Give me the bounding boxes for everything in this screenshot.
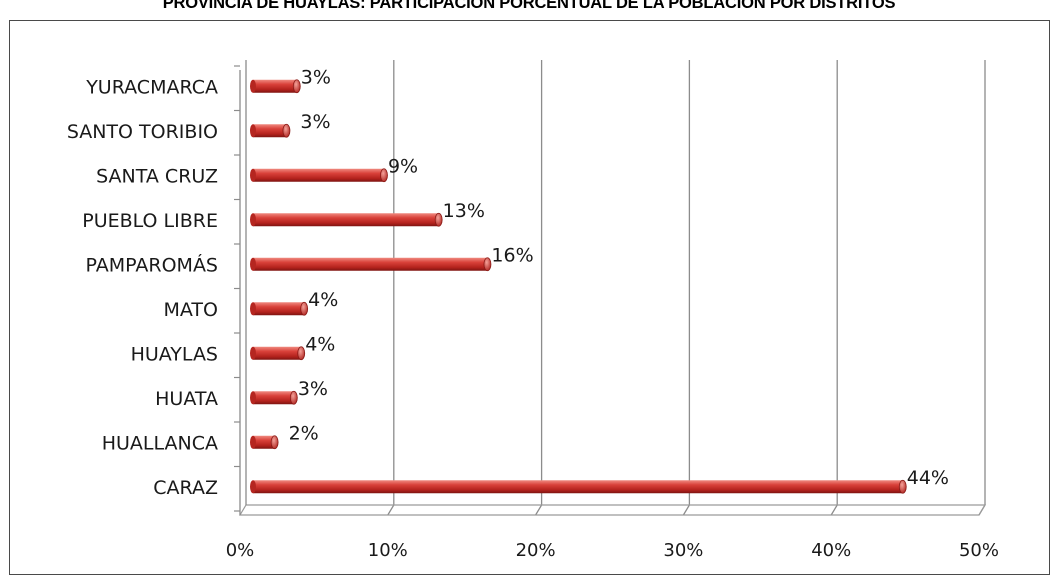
category-label-mato: MATO	[164, 299, 218, 321]
data-label-huaylas: 4%	[305, 333, 335, 355]
bar-body	[253, 480, 903, 493]
bar-body	[253, 124, 286, 137]
data-label-caraz: 44%	[907, 467, 949, 489]
bar-start-cap	[250, 169, 256, 182]
bar-body	[253, 302, 304, 315]
bar-start-cap	[250, 480, 256, 493]
category-label-santo-toribio: SANTO TORIBIO	[67, 121, 218, 143]
grid-layer	[388, 60, 985, 515]
bar-end-cap	[290, 391, 297, 404]
x-tick-label: 20%	[516, 540, 556, 561]
category-label-caraz: CARAZ	[153, 477, 218, 499]
category-label-huaylas: HUAYLAS	[131, 343, 218, 365]
bar-start-cap	[250, 391, 256, 404]
bar-start-cap	[250, 213, 256, 226]
bar-end-cap	[298, 347, 305, 360]
x-tick-label: 50%	[959, 540, 999, 561]
bar-start-cap	[250, 258, 256, 271]
bar-santo-toribio	[250, 124, 290, 137]
bar-end-cap	[435, 213, 442, 226]
data-label-yuracmarca: 3%	[301, 66, 331, 88]
bar-start-cap	[250, 80, 256, 93]
data-label-pueblo-libre: 13%	[443, 200, 485, 222]
bar-end-cap	[293, 80, 300, 93]
data-label-pamparomas: 16%	[491, 244, 533, 266]
category-label-pamparomas: PAMPAROMÁS	[86, 253, 218, 276]
gridline-floor	[831, 505, 837, 515]
category-label-yuracmarca: YURACMARCA	[85, 76, 218, 98]
category-label-santa-cruz: SANTA CRUZ	[96, 165, 218, 187]
plot-floor	[240, 505, 985, 515]
x-tick-label: 10%	[368, 540, 408, 561]
x-tick-label: 30%	[663, 540, 703, 561]
label-layer: CARAZ 44% HUALLANCA 2% HUATA 3% HUAYLAS 4% MATO 4…	[67, 66, 949, 499]
bar-start-cap	[250, 436, 256, 449]
bar-start-cap	[250, 347, 256, 360]
data-label-santo-toribio: 3%	[300, 111, 330, 133]
bar-santa-cruz	[250, 169, 387, 182]
bar-body	[253, 169, 384, 182]
bar-start-cap	[250, 124, 256, 137]
data-label-mato: 4%	[308, 289, 338, 311]
bar-pamparomas	[250, 258, 491, 271]
bar-body	[253, 213, 439, 226]
category-label-huallanca: HUALLANCA	[102, 432, 218, 454]
bar-body	[253, 80, 297, 93]
gridline-floor	[388, 505, 394, 515]
bar-body	[253, 391, 294, 404]
data-label-santa-cruz: 9%	[388, 155, 418, 177]
bar-end-cap	[380, 169, 387, 182]
bar-end-cap	[899, 480, 906, 493]
bar-end-cap	[484, 258, 491, 271]
gridline-floor	[683, 505, 689, 515]
category-label-huata: HUATA	[155, 388, 218, 410]
bar-body	[253, 258, 487, 271]
bar-end-cap	[283, 124, 290, 137]
bar-layer	[250, 80, 906, 494]
gridline-floor	[536, 505, 542, 515]
bar-huallanca	[250, 436, 278, 449]
category-label-pueblo-libre: PUEBLO LIBRE	[82, 210, 218, 232]
x-tick-label: 40%	[811, 540, 851, 561]
bar-caraz	[250, 480, 906, 493]
bar-start-cap	[250, 302, 256, 315]
data-label-huallanca: 2%	[289, 422, 319, 444]
bar-end-cap	[301, 302, 308, 315]
bar-huata	[250, 391, 297, 404]
bar-end-cap	[271, 436, 278, 449]
bar-mato	[250, 302, 308, 315]
bar-body	[253, 347, 301, 360]
bar-pueblo-libre	[250, 213, 442, 226]
x-tick-label: 0%	[226, 540, 255, 561]
bar-yuracmarca	[250, 80, 300, 93]
bar-huaylas	[250, 347, 305, 360]
data-label-huata: 3%	[298, 378, 328, 400]
